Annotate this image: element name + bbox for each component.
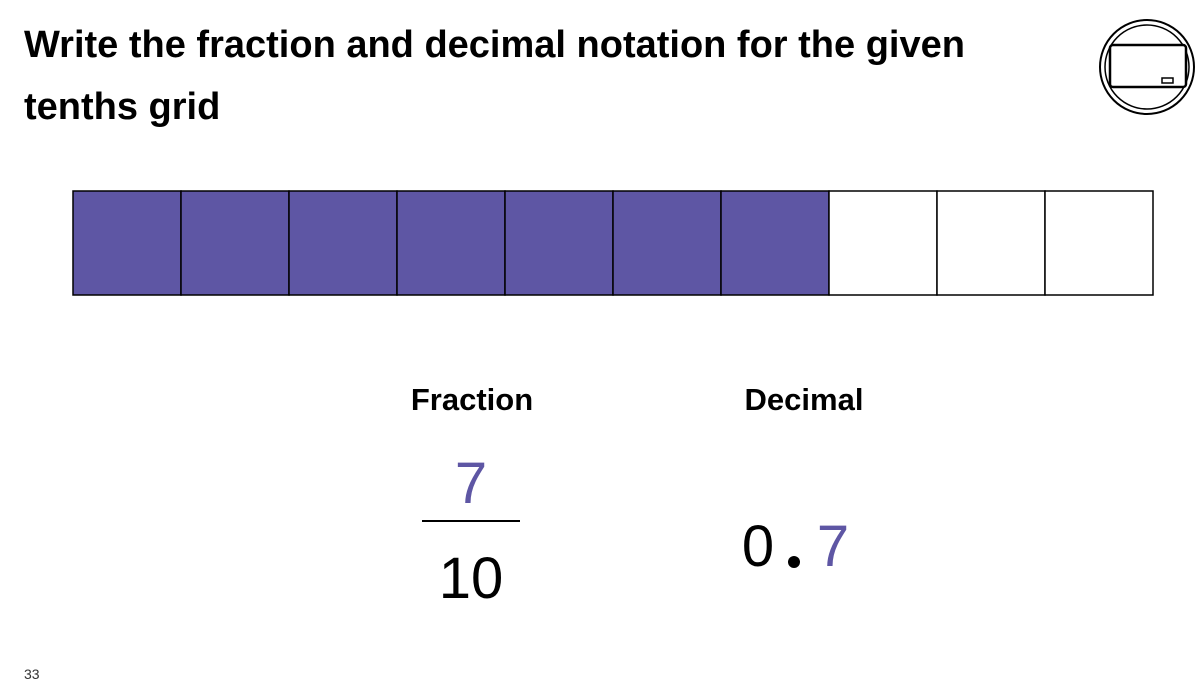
shaded-cell [504, 190, 614, 296]
tenths-grid [72, 190, 1154, 296]
icon-eraser[interactable] [1161, 77, 1174, 84]
whiteboard-icon[interactable] [1099, 19, 1195, 115]
shaded-cell [396, 190, 506, 296]
shaded-cell [720, 190, 830, 296]
decimal-tenths: 7 [817, 514, 849, 579]
shaded-cell [72, 190, 182, 296]
shaded-cell [612, 190, 722, 296]
title: Write the fraction and decimal notation … [24, 24, 965, 128]
decimal-point [788, 556, 800, 568]
empty-cell [828, 190, 938, 296]
empty-cell [936, 190, 1046, 296]
shaded-cell [288, 190, 398, 296]
page-number: 33 [24, 666, 40, 682]
empty-cell [1044, 190, 1154, 296]
decimal-whole: 0 [742, 514, 774, 579]
numerator: 7 [455, 451, 487, 516]
decimal-label: Decimal [745, 382, 864, 417]
icon-board[interactable] [1108, 43, 1188, 89]
denominator: 10 [439, 546, 504, 611]
shaded-cell [180, 190, 290, 296]
fraction-label: Fraction [411, 382, 533, 417]
